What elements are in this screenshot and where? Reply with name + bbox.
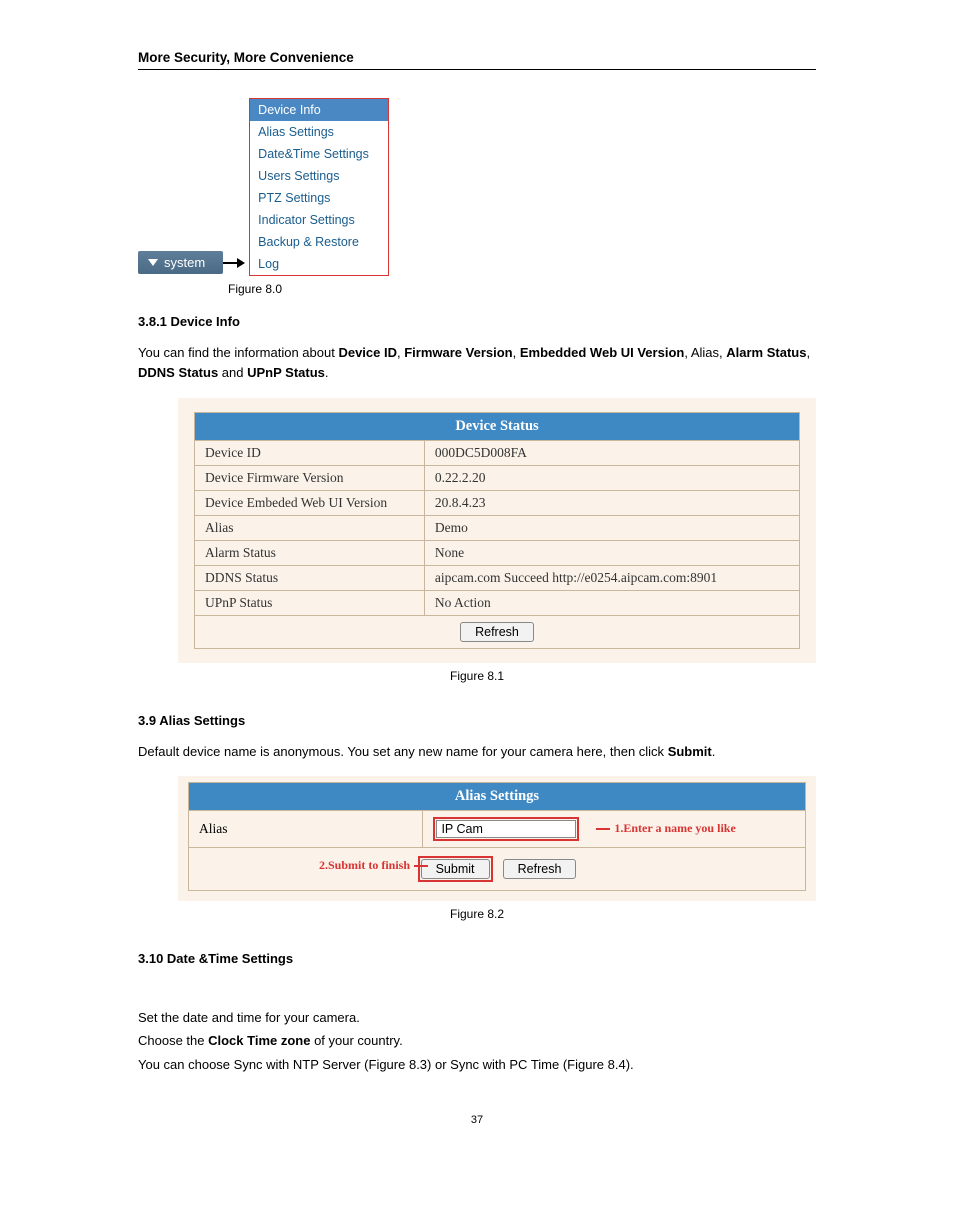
device-status-title: Device Status (195, 413, 800, 441)
callout-submit-finish: 2.Submit to finish (319, 858, 428, 873)
alias-settings-title: Alias Settings (189, 782, 806, 810)
system-dropdown[interactable]: system (138, 251, 223, 274)
device-status-table: Device Status Device ID000DC5D008FA Devi… (194, 412, 800, 649)
menu-item-users-settings[interactable]: Users Settings (250, 165, 388, 187)
alias-input[interactable] (436, 820, 576, 838)
system-label: system (164, 255, 205, 270)
callout-enter-name: 1.Enter a name you like (596, 821, 735, 835)
para-3-8-1: You can find the information about Devic… (138, 343, 816, 382)
settings-menu: Device Info Alias Settings Date&Time Set… (249, 98, 389, 276)
table-row: AliasDemo (195, 516, 800, 541)
menu-item-log[interactable]: Log (250, 253, 388, 275)
table-row: Alias 1.Enter a name you like (189, 810, 806, 847)
figure-8-1-caption: Figure 8.1 (138, 669, 816, 683)
figure-8-2-caption: Figure 8.2 (138, 907, 816, 921)
figure-8-0: system Device Info Alias Settings Date&T… (138, 98, 816, 276)
para-3-10-1: Set the date and time for your camera. (138, 1008, 816, 1028)
device-status-panel: Device Status Device ID000DC5D008FA Devi… (178, 398, 816, 663)
alias-settings-table: Alias Settings Alias 1.Enter a name you … (188, 782, 806, 891)
table-row: Device ID000DC5D008FA (195, 441, 800, 466)
refresh-button[interactable]: Refresh (503, 859, 577, 879)
heading-3-8-1: 3.8.1 Device Info (138, 314, 816, 329)
menu-item-alias-settings[interactable]: Alias Settings (250, 121, 388, 143)
menu-item-device-info[interactable]: Device Info (250, 99, 388, 121)
page-number: 37 (138, 1114, 816, 1126)
table-row: DDNS Statusaipcam.com Succeed http://e02… (195, 566, 800, 591)
page-header: More Security, More Convenience (138, 50, 816, 70)
submit-button[interactable]: Submit (421, 859, 490, 879)
menu-item-indicator-settings[interactable]: Indicator Settings (250, 209, 388, 231)
alias-label: Alias (189, 810, 423, 847)
heading-3-10: 3.10 Date &Time Settings (138, 951, 816, 966)
table-row: Device Embeded Web UI Version20.8.4.23 (195, 491, 800, 516)
para-3-9: Default device name is anonymous. You se… (138, 742, 816, 762)
alias-settings-panel: Alias Settings Alias 1.Enter a name you … (178, 776, 816, 901)
menu-item-backup-restore[interactable]: Backup & Restore (250, 231, 388, 253)
table-row: Alarm StatusNone (195, 541, 800, 566)
menu-item-date-time-settings[interactable]: Date&Time Settings (250, 143, 388, 165)
chevron-down-icon (148, 259, 158, 266)
heading-3-9: 3.9 Alias Settings (138, 713, 816, 728)
table-row: Device Firmware Version0.22.2.20 (195, 466, 800, 491)
menu-item-ptz-settings[interactable]: PTZ Settings (250, 187, 388, 209)
figure-8-0-caption: Figure 8.0 (228, 282, 816, 296)
para-3-10-3: You can choose Sync with NTP Server (Fig… (138, 1055, 816, 1075)
table-row: UPnP StatusNo Action (195, 591, 800, 616)
refresh-button[interactable]: Refresh (460, 622, 534, 642)
para-3-10-2: Choose the Clock Time zone of your count… (138, 1031, 816, 1051)
